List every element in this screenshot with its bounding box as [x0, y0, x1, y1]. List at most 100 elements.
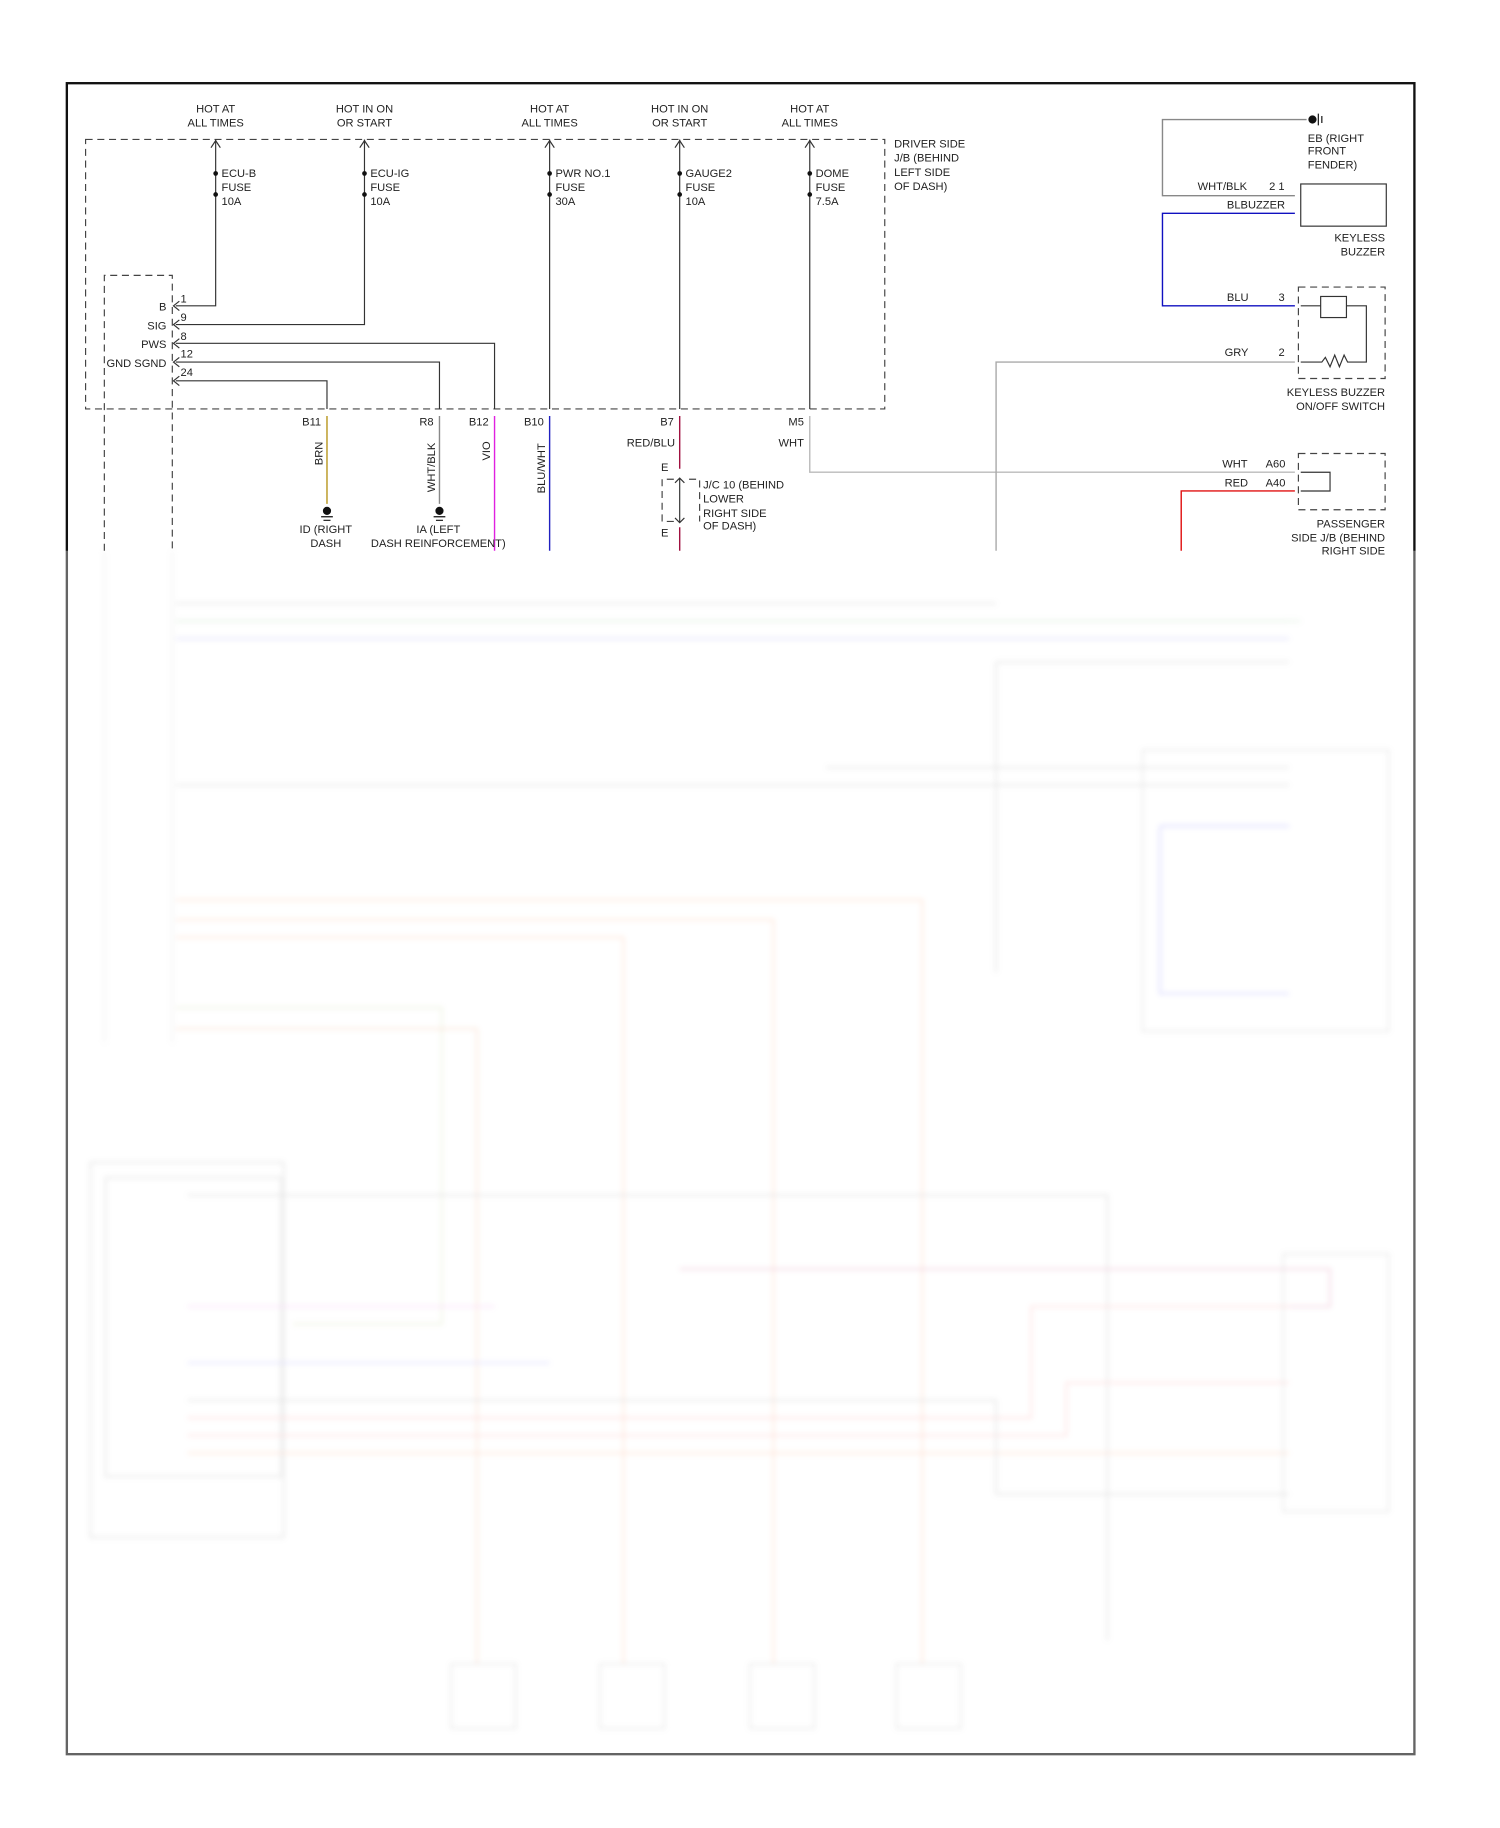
svg-text:J/C 10 (BEHIND: J/C 10 (BEHIND	[703, 480, 784, 492]
svg-text:RED/BLU: RED/BLU	[627, 437, 675, 449]
svg-text:1: 1	[181, 293, 187, 305]
wire-labels: BRN WHT/BLK VIO BLU/WHT RED/BLU WHT	[313, 437, 804, 493]
svg-text:WHT/BLK: WHT/BLK	[1198, 181, 1248, 193]
svg-text:HOT AT: HOT AT	[196, 103, 235, 115]
svg-text:BLBUZZER: BLBUZZER	[1227, 200, 1285, 212]
svg-text:IA (LEFT: IA (LEFT	[416, 524, 460, 536]
svg-text:DASH: DASH	[310, 538, 341, 550]
ground-eb-icon	[1308, 113, 1323, 126]
svg-text:ON/OFF SWITCH: ON/OFF SWITCH	[1296, 401, 1385, 413]
svg-text:30A: 30A	[555, 196, 575, 208]
svg-text:24: 24	[181, 367, 193, 379]
svg-text:FUSE: FUSE	[686, 182, 716, 194]
wire-red	[1180, 490, 1295, 551]
svg-text:7.5A: 7.5A	[816, 196, 839, 208]
svg-text:BUZZER: BUZZER	[1341, 246, 1386, 258]
svg-text:ALL TIMES: ALL TIMES	[188, 118, 244, 130]
svg-text:3: 3	[1278, 292, 1284, 304]
svg-text:KEYLESS BUZZER: KEYLESS BUZZER	[1287, 387, 1385, 399]
svg-text:A40: A40	[1266, 477, 1286, 489]
module-pins: B 1 SIG 9 PWS 8 GND SGND 12 24	[106, 293, 192, 379]
svg-text:OR START: OR START	[652, 118, 707, 130]
module-wires	[172, 300, 496, 409]
jc10-box	[661, 478, 701, 523]
svg-text:ECU-B: ECU-B	[222, 168, 257, 180]
svg-text:10A: 10A	[686, 196, 706, 208]
svg-text:HOT IN ON: HOT IN ON	[651, 103, 708, 115]
svg-text:GAUGE2: GAUGE2	[686, 168, 732, 180]
svg-text:EB (RIGHT: EB (RIGHT	[1308, 133, 1364, 145]
svg-text:PWS: PWS	[141, 339, 166, 351]
svg-text:FRONT: FRONT	[1308, 146, 1347, 158]
svg-text:DOME: DOME	[816, 168, 849, 180]
wire-ground-eb	[1161, 118, 1307, 197]
svg-text:B10: B10	[524, 416, 544, 428]
svg-text:LOWER: LOWER	[703, 494, 744, 506]
svg-text:9: 9	[181, 312, 187, 324]
blur-overlay	[58, 550, 1424, 1770]
svg-text:FUSE: FUSE	[370, 182, 400, 194]
svg-text:OF DASH): OF DASH)	[703, 521, 756, 533]
svg-text:WHT/BLK: WHT/BLK	[426, 442, 438, 492]
passenger-jb-labels: WHT A60 RED A40 PASSENGER SIDE J/B (BEHIND…	[1222, 459, 1385, 558]
buzzer-switch-labels: BLU 3 GRY 2 KEYLESS BUZZER ON/OFF SWITCH	[1225, 292, 1386, 413]
svg-text:ECU-IG: ECU-IG	[370, 168, 409, 180]
svg-text:FUSE: FUSE	[816, 182, 846, 194]
svg-text:2 1: 2 1	[1269, 181, 1284, 193]
svg-text:KEYLESS: KEYLESS	[1334, 232, 1385, 244]
svg-text:B12: B12	[469, 416, 489, 428]
svg-text:B11: B11	[302, 416, 321, 428]
svg-text:HOT IN ON: HOT IN ON	[336, 103, 393, 115]
blurred-lower-diagram	[89, 550, 1390, 1729]
svg-text:BLU/WHT: BLU/WHT	[536, 443, 548, 493]
passenger-jb-jumper	[1300, 471, 1331, 492]
svg-text:DRIVER SIDE: DRIVER SIDE	[894, 139, 965, 151]
driver-side-jb	[85, 138, 886, 410]
svg-text:E: E	[661, 528, 668, 540]
buzzer-switch-box	[1297, 286, 1386, 380]
jc10-junction	[674, 477, 685, 524]
passenger-jb-box	[1297, 452, 1386, 511]
wire-gry	[995, 361, 1295, 551]
svg-text:GND SGND: GND SGND	[106, 358, 166, 370]
buzzer-switch-icon	[1300, 295, 1367, 369]
svg-text:ALL TIMES: ALL TIMES	[782, 118, 838, 130]
svg-text:J/B (BEHIND: J/B (BEHIND	[894, 153, 959, 165]
ground-labels: ID (RIGHT DASH IA (LEFT DASH REINFORCEMENT…	[300, 524, 506, 550]
svg-text:10A: 10A	[222, 196, 242, 208]
fuses	[175, 139, 815, 409]
svg-text:SIG: SIG	[147, 320, 166, 332]
svg-text:RED: RED	[1225, 477, 1249, 489]
svg-text:OR START: OR START	[337, 118, 392, 130]
power-labels: HOT AT ALL TIMES HOT IN ON OR START HOT AT…	[188, 103, 838, 129]
fuse-labels: ECU-B FUSE 10A ECU-IG FUSE 10A PWR NO.1 FUSE 3…	[222, 168, 849, 208]
svg-text:BRN: BRN	[313, 442, 325, 466]
svg-text:HOT AT: HOT AT	[790, 103, 829, 115]
svg-text:2: 2	[1278, 347, 1284, 359]
wire-blu	[1161, 212, 1295, 307]
svg-text:OF DASH): OF DASH)	[894, 181, 947, 193]
svg-text:DASH REINFORCEMENT): DASH REINFORCEMENT)	[371, 538, 506, 550]
driver-jb-label: DRIVER SIDE J/B (BEHIND LEFT SIDE OF DASH)	[894, 139, 965, 193]
svg-text:ID (RIGHT: ID (RIGHT	[300, 524, 353, 536]
svg-text:BLU: BLU	[1227, 292, 1249, 304]
svg-text:RIGHT SIDE: RIGHT SIDE	[703, 508, 766, 520]
svg-text:B: B	[159, 302, 166, 314]
svg-text:R8: R8	[419, 416, 433, 428]
svg-text:FENDER): FENDER)	[1308, 160, 1358, 172]
diagram-frame	[65, 82, 1416, 1756]
fuse-icons	[213, 171, 813, 197]
module-outline	[103, 274, 173, 551]
svg-text:PWR NO.1: PWR NO.1	[555, 168, 610, 180]
svg-text:B7: B7	[660, 416, 674, 428]
svg-text:VIO: VIO	[481, 441, 493, 461]
ground-icon	[321, 506, 446, 521]
svg-text:ALL TIMES: ALL TIMES	[521, 118, 577, 130]
svg-text:FUSE: FUSE	[222, 182, 252, 194]
svg-text:WHT: WHT	[779, 437, 805, 449]
keyless-buzzer	[1300, 183, 1387, 227]
svg-text:8: 8	[181, 331, 187, 343]
svg-text:M5: M5	[788, 416, 803, 428]
svg-text:RIGHT SIDE: RIGHT SIDE	[1322, 545, 1385, 557]
